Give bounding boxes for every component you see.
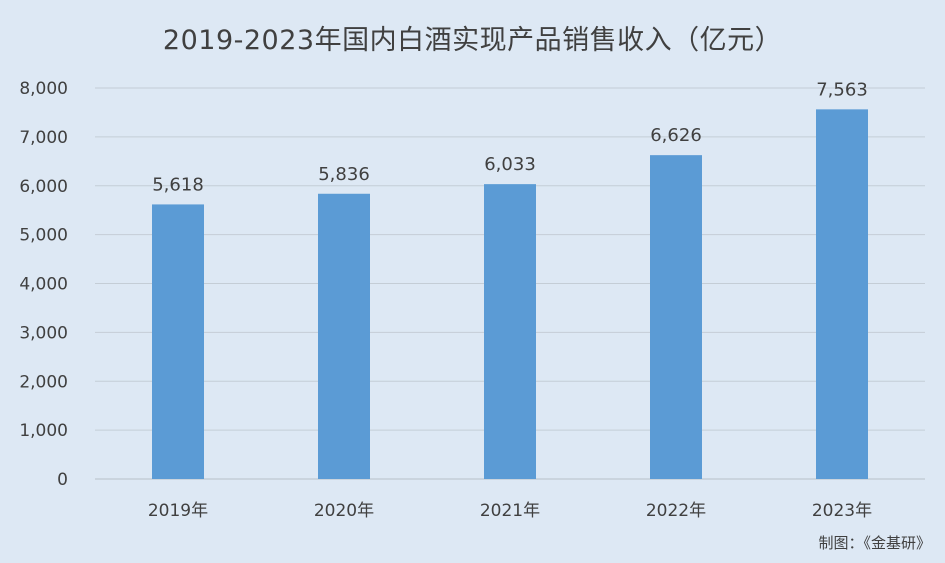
chart-title: 2019-2023年国内白酒实现产品销售收入（亿元） — [162, 25, 783, 56]
y-tick-label: 7,000 — [19, 128, 68, 148]
y-tick-label: 3,000 — [19, 323, 68, 343]
y-tick-label: 6,000 — [19, 177, 68, 197]
y-tick-label: 0 — [57, 470, 68, 490]
bar — [318, 193, 370, 479]
bar-value-label: 7,563 — [816, 79, 868, 100]
bar-value-label: 5,836 — [318, 164, 370, 185]
x-tick-label: 2019年 — [148, 501, 208, 521]
y-tick-label: 5,000 — [19, 226, 68, 246]
source-credit: 制图：《金基研》 — [818, 534, 931, 552]
x-tick-label: 2021年 — [480, 501, 540, 521]
bar — [152, 204, 204, 479]
bar-value-label: 6,626 — [650, 125, 702, 146]
y-tick-label: 1,000 — [19, 421, 68, 441]
y-tick-label: 2,000 — [19, 372, 68, 392]
x-tick-label: 2023年 — [812, 501, 872, 521]
y-tick-label: 4,000 — [19, 275, 68, 295]
bar-value-label: 5,618 — [152, 174, 204, 195]
x-tick-label: 2022年 — [646, 501, 706, 521]
x-tick-label: 2020年 — [314, 501, 374, 521]
bar — [484, 184, 536, 479]
bar — [650, 155, 702, 480]
bar-value-label: 6,033 — [484, 154, 536, 175]
bar — [816, 109, 868, 480]
y-tick-label: 8,000 — [19, 79, 68, 99]
